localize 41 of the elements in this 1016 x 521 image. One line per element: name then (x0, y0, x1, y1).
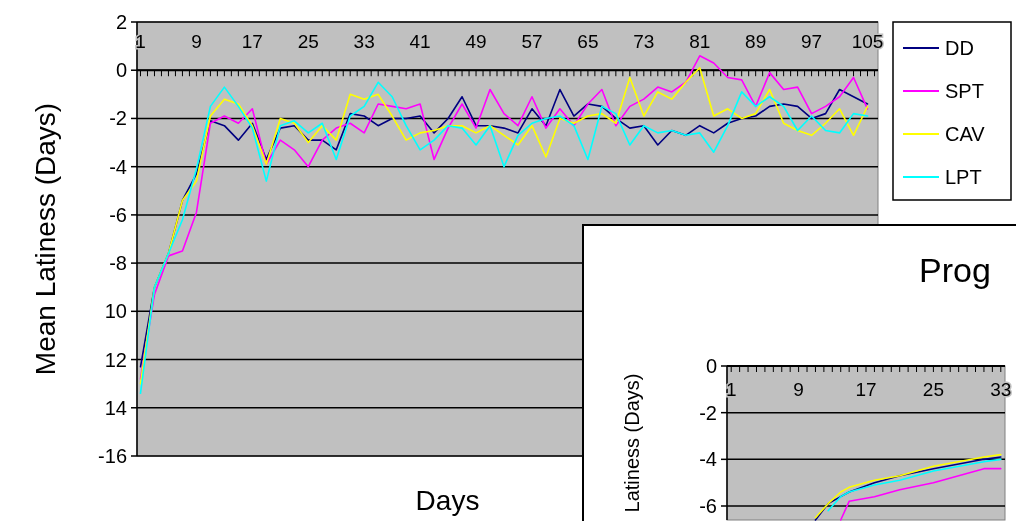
chart-title: Prog (919, 251, 991, 289)
x-tick-label: 41 (409, 30, 431, 52)
x-tick-label: 65 (577, 30, 599, 52)
y-axis-title: Mean Latiness (Days) (29, 102, 61, 376)
x-tick-label: 49 (465, 30, 487, 52)
y-tick-label: -8 (109, 252, 127, 275)
x-tick-label: 81 (689, 30, 711, 52)
y-tick-label: 0 (705, 355, 717, 377)
x-tick-label: 57 (521, 30, 543, 52)
x-axis-title: Days (415, 485, 480, 516)
y-tick-label: -6 (699, 495, 717, 517)
y-tick-label: -6 (109, 203, 127, 226)
x-tick-label: 73 (633, 30, 655, 52)
x-tick-label: 33 (353, 30, 375, 52)
y-axis-title: Latiness (Days) (621, 373, 643, 513)
x-tick-label: 25 (297, 30, 319, 52)
y-tick-label: 12 (104, 348, 127, 371)
legend-label: LPT (945, 166, 982, 188)
x-tick-label: 17 (855, 378, 877, 400)
legend-label: SPT (945, 80, 984, 102)
legend-label: DD (945, 37, 974, 59)
y-tick-label: 14 (104, 396, 127, 419)
line-series (839, 467, 1002, 521)
x-tick-label: 9 (191, 30, 202, 52)
x-tick-label: 33 (990, 378, 1012, 400)
x-tick-label: 105 (851, 30, 884, 52)
y-tick-label: 0 (115, 59, 127, 82)
x-tick-label: 17 (241, 30, 263, 52)
y-tick-label: -16 (98, 445, 127, 467)
y-tick-label: -4 (699, 448, 717, 471)
y-tick-label: -2 (109, 107, 127, 130)
legend-label: CAV (945, 123, 986, 145)
y-tick-label: -4 (109, 155, 127, 178)
x-tick-label: 89 (745, 30, 767, 52)
line-series (827, 458, 1002, 512)
x-tick-label: 9 (793, 378, 804, 400)
x-tick-label: 25 (922, 378, 944, 400)
y-tick-label: 2 (115, 11, 127, 33)
x-tick-label: 97 (801, 30, 823, 52)
y-tick-label: 10 (104, 300, 127, 323)
y-tick-label: -2 (699, 401, 717, 424)
